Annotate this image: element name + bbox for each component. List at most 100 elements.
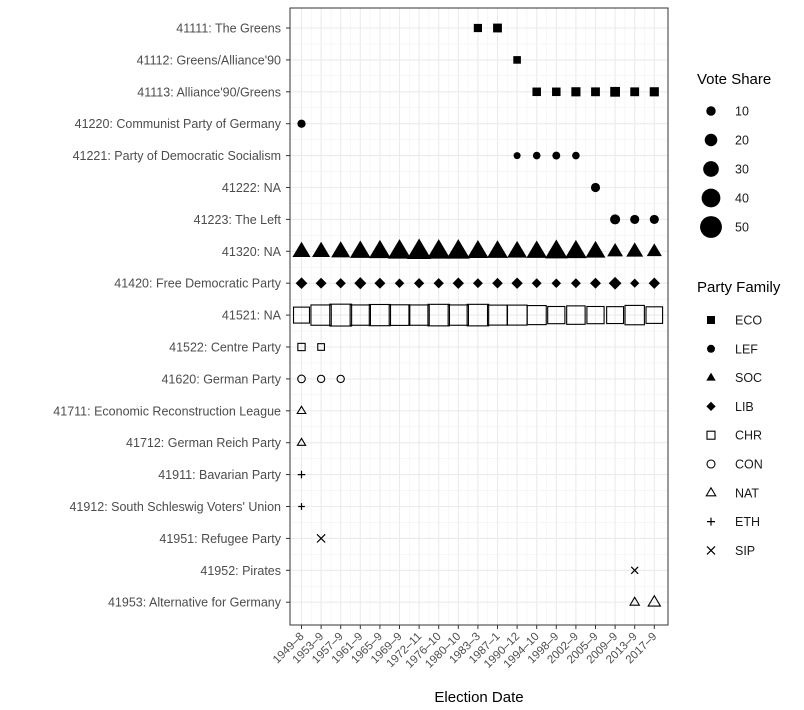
y-tick-label: 41711: Economic Reconstruction League <box>53 404 281 418</box>
data-point-eco <box>649 87 659 97</box>
data-point-lef <box>532 151 541 160</box>
data-point-lef <box>297 119 306 128</box>
data-point-lib <box>608 276 622 290</box>
y-tick-label: 41951: Refugee Party <box>159 532 281 546</box>
data-point-lib <box>511 277 523 289</box>
data-point-lib <box>472 278 483 289</box>
data-point-chr <box>292 306 311 324</box>
data-point-nat <box>296 405 307 415</box>
y-tick-label: 41911: Bavarian Party <box>158 468 282 482</box>
vote-share-legend-key <box>700 216 722 238</box>
data-point-eco <box>610 86 620 97</box>
y-tick-label: 41912: South Schleswig Voters' Union <box>69 500 281 514</box>
data-point-eco <box>571 87 581 97</box>
data-point-chr <box>408 304 430 326</box>
party-family-legend-key <box>706 372 716 381</box>
data-point-soc <box>349 240 371 258</box>
data-point-eco <box>473 23 483 33</box>
party-family-legend-label: NAT <box>735 486 759 500</box>
data-point-chr <box>586 305 605 325</box>
party-family-legend-key <box>706 459 716 469</box>
data-point-lib <box>413 278 425 289</box>
data-point-sip <box>630 566 639 575</box>
vote-share-legend: Vote Share 10 20 30 40 50 <box>697 71 771 238</box>
data-point-eco <box>532 87 541 97</box>
data-point-lef <box>610 214 621 225</box>
data-point-chr <box>427 303 451 327</box>
party-family-legend-label: ETH <box>735 515 760 529</box>
party-family-legend-label: LIB <box>735 400 754 414</box>
data-point-nat <box>647 594 662 607</box>
data-point-lef <box>649 214 659 224</box>
party-family-legend-key <box>705 486 717 497</box>
data-point-con <box>297 374 306 384</box>
data-point-chr <box>310 304 332 326</box>
data-point-lef <box>552 151 561 160</box>
y-tick-label: 41953: Alternative for Germany <box>108 596 282 610</box>
data-point-soc <box>292 241 311 258</box>
vote-share-legend-key <box>706 106 716 116</box>
y-tick-label: 41521: NA <box>222 309 282 323</box>
data-point-lef <box>590 182 601 193</box>
data-point-soc <box>331 241 351 258</box>
party-family-legend-label: SIP <box>735 544 755 558</box>
data-point-lib <box>630 278 640 288</box>
data-point-chr <box>466 303 490 327</box>
data-point-soc <box>646 243 662 257</box>
y-tick-label: 41220: Communist Party of Germany <box>75 117 282 131</box>
data-point-lib <box>295 277 308 290</box>
data-point-eco <box>591 87 600 97</box>
vote-share-legend-label: 10 <box>735 105 749 119</box>
data-point-sip <box>316 533 326 543</box>
party-family-legend-label: CHR <box>735 429 762 443</box>
y-tick-label: 41112: Greens/Alliance'90 <box>137 53 281 67</box>
plot-panel-border <box>289 7 669 626</box>
data-point-chr <box>368 303 392 327</box>
data-point-lib <box>551 278 562 288</box>
data-point-soc <box>626 242 644 257</box>
data-point-soc <box>467 240 489 259</box>
party-family-legend-label: CON <box>735 458 763 472</box>
data-point-soc <box>387 239 412 259</box>
data-point-chr <box>388 304 411 326</box>
y-tick-label: 41620: German Party <box>161 372 281 386</box>
data-point-eco <box>513 56 521 64</box>
data-point-chr <box>297 342 306 352</box>
data-point-lib <box>648 277 660 289</box>
y-tick-label: 41522: Centre Party <box>169 341 282 355</box>
data-point-chr <box>349 304 371 326</box>
vote-share-legend-label: 50 <box>735 221 749 235</box>
party-family-legend-label: ECO <box>735 314 762 328</box>
data-point-eco <box>630 87 640 97</box>
data-point-chr <box>329 303 353 327</box>
vote-share-legend-key <box>704 133 718 147</box>
data-point-eth <box>297 470 306 479</box>
vote-share-legend-label: 40 <box>735 192 749 206</box>
data-point-soc <box>406 238 432 259</box>
data-point-soc <box>369 239 391 259</box>
data-point-chr <box>606 306 625 325</box>
y-axis-labels: 41111: The Greens 41112: Greens/Alliance'… <box>53 22 290 610</box>
y-tick-label: 41420: Free Democratic Party <box>114 277 281 291</box>
data-point-lib <box>590 277 601 289</box>
y-tick-label: 41221: Party of Democratic Socialism <box>73 149 281 163</box>
y-tick-label: 41712: German Reich Party <box>126 436 282 450</box>
party-family-legend-key <box>707 344 715 353</box>
party-family-legend-key <box>706 401 716 412</box>
data-point-nat <box>296 437 307 446</box>
y-tick-label: 41223: The Left <box>194 213 282 227</box>
data-point-lib <box>315 277 327 289</box>
data-point-chr <box>624 304 645 326</box>
data-point-con <box>336 374 345 384</box>
data-point-chr <box>566 305 586 325</box>
data-point-lib <box>374 277 386 289</box>
party-family-legend-title: Party Family <box>697 279 781 296</box>
y-tick-label: 41111: The Greens <box>176 22 281 36</box>
y-tick-label: 41222: NA <box>222 181 282 195</box>
x-axis-title: Election Date <box>434 689 523 706</box>
data-point-lib <box>354 277 367 290</box>
vote-share-legend-label: 30 <box>735 163 749 177</box>
data-point-eco <box>493 23 502 33</box>
data-point-soc <box>312 241 331 258</box>
